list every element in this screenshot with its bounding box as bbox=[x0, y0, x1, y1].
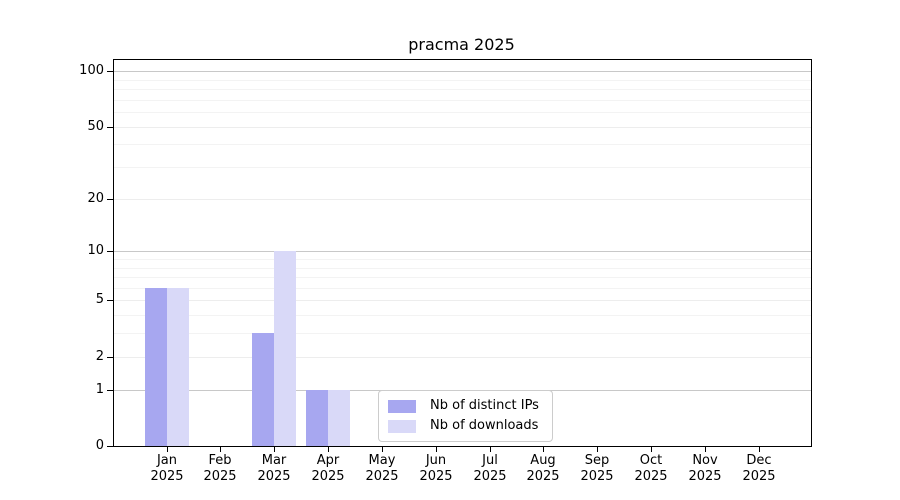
bar-downloads-mar bbox=[274, 251, 297, 446]
y-tick-5 bbox=[107, 300, 113, 301]
plot-area: Nb of distinct IPs Nb of downloads bbox=[113, 59, 812, 447]
y-tick-label-5: 5 bbox=[95, 292, 104, 307]
legend-item-downloads: Nb of downloads bbox=[388, 418, 539, 434]
y-tick-label-0: 0 bbox=[95, 438, 104, 453]
x-tick-jun bbox=[436, 446, 437, 452]
x-tick-label-aug: Aug 2025 bbox=[526, 453, 560, 484]
y-tick-2 bbox=[107, 357, 113, 358]
y-tick-label-10: 10 bbox=[87, 243, 104, 258]
gridline-90 bbox=[114, 80, 811, 81]
x-tick-may bbox=[382, 446, 383, 452]
gridline-8 bbox=[114, 268, 811, 269]
y-tick-100 bbox=[107, 71, 113, 72]
chart-title: pracma 2025 bbox=[408, 35, 515, 54]
x-tick-sep bbox=[597, 446, 598, 452]
gridline-6 bbox=[114, 288, 811, 289]
gridline-100 bbox=[114, 71, 811, 72]
y-tick-label-20: 20 bbox=[87, 191, 104, 206]
y-tick-20 bbox=[107, 199, 113, 200]
bar-downloads-jan bbox=[166, 288, 189, 446]
legend-label-downloads: Nb of downloads bbox=[430, 418, 539, 433]
y-tick-0 bbox=[107, 446, 113, 447]
gridline-5 bbox=[114, 300, 811, 301]
gridline-10 bbox=[114, 251, 811, 252]
legend-swatch-distinct-ips bbox=[388, 399, 416, 413]
legend-label-distinct-ips: Nb of distinct IPs bbox=[430, 398, 539, 413]
legend-swatch-downloads bbox=[388, 419, 416, 433]
gridline-70 bbox=[114, 100, 811, 101]
gridline-50 bbox=[114, 127, 811, 128]
gridline-40 bbox=[114, 144, 811, 145]
y-tick-10 bbox=[107, 251, 113, 252]
x-tick-label-may: May 2025 bbox=[365, 453, 399, 484]
gridline-7 bbox=[114, 277, 811, 278]
bar-distinct-ips-mar bbox=[252, 333, 275, 446]
x-tick-label-apr: Apr 2025 bbox=[311, 453, 345, 484]
x-tick-label-dec: Dec 2025 bbox=[742, 453, 776, 484]
y-tick-label-1: 1 bbox=[95, 382, 104, 397]
gridline-30 bbox=[114, 167, 811, 168]
x-tick-label-jan: Jan 2025 bbox=[150, 453, 184, 484]
x-tick-jan bbox=[167, 446, 168, 452]
x-tick-jul bbox=[490, 446, 491, 452]
bar-downloads-apr bbox=[328, 390, 351, 446]
x-tick-label-jun: Jun 2025 bbox=[419, 453, 453, 484]
bar-distinct-ips-apr bbox=[306, 390, 329, 446]
gridline-80 bbox=[114, 89, 811, 90]
gridline-3 bbox=[114, 333, 811, 334]
bar-distinct-ips-jan bbox=[144, 288, 167, 446]
gridline-60 bbox=[114, 112, 811, 113]
x-tick-nov bbox=[705, 446, 706, 452]
x-tick-dec bbox=[759, 446, 760, 452]
x-tick-feb bbox=[220, 446, 221, 452]
y-tick-label-2: 2 bbox=[95, 349, 104, 364]
x-tick-oct bbox=[651, 446, 652, 452]
gridline-2 bbox=[114, 357, 811, 358]
x-tick-label-sep: Sep 2025 bbox=[580, 453, 614, 484]
gridline-9 bbox=[114, 259, 811, 260]
gridline-4 bbox=[114, 315, 811, 316]
x-tick-apr bbox=[328, 446, 329, 452]
y-tick-50 bbox=[107, 127, 113, 128]
gridline-20 bbox=[114, 199, 811, 200]
legend-item-distinct-ips: Nb of distinct IPs bbox=[388, 398, 539, 414]
legend: Nb of distinct IPs Nb of downloads bbox=[378, 390, 553, 442]
x-tick-label-nov: Nov 2025 bbox=[688, 453, 722, 484]
x-tick-mar bbox=[274, 446, 275, 452]
x-tick-label-feb: Feb 2025 bbox=[203, 453, 237, 484]
y-tick-label-100: 100 bbox=[79, 63, 104, 78]
x-tick-label-jul: Jul 2025 bbox=[473, 453, 507, 484]
y-tick-1 bbox=[107, 390, 113, 391]
x-tick-aug bbox=[543, 446, 544, 452]
y-tick-label-50: 50 bbox=[87, 119, 104, 134]
x-tick-label-mar: Mar 2025 bbox=[257, 453, 291, 484]
x-tick-label-oct: Oct 2025 bbox=[634, 453, 668, 484]
